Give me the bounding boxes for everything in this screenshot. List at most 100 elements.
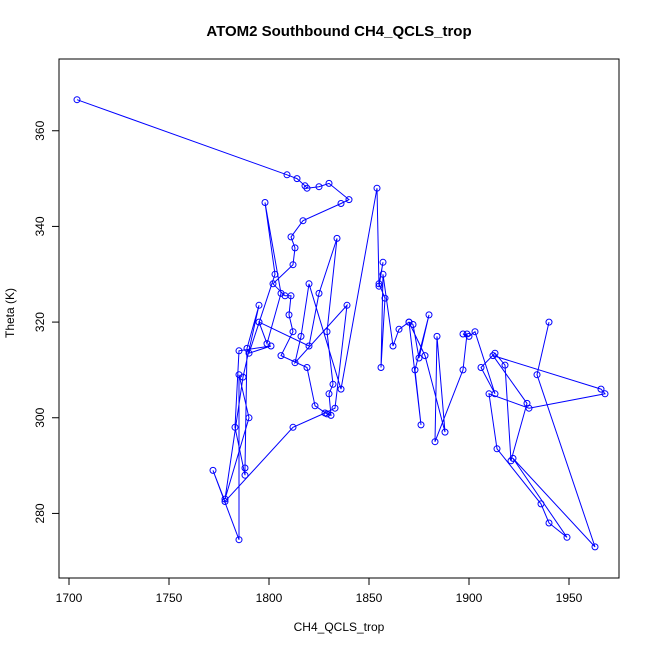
plot-area: 1700 1750 1800 1850 1900 1950 280 300 320 340 360 — [33, 58, 620, 605]
data-point — [545, 519, 553, 527]
plot-frame — [58, 58, 620, 579]
data-point — [337, 200, 345, 207]
data-point — [333, 234, 341, 242]
data-point — [255, 318, 263, 326]
data-point — [303, 184, 311, 192]
data-point — [373, 184, 381, 192]
data-point — [315, 289, 323, 297]
data-point — [293, 175, 301, 183]
x-tick-label: 1700 — [56, 591, 83, 605]
data-point — [471, 328, 479, 336]
data-point — [255, 301, 263, 309]
x-tick-label: 1750 — [156, 591, 183, 605]
data-point — [597, 385, 605, 393]
data-point — [379, 270, 387, 278]
data-point — [235, 347, 243, 355]
data-point — [261, 199, 269, 206]
data-point — [489, 352, 497, 360]
data-point — [525, 404, 533, 412]
data-point — [209, 466, 217, 474]
data-point — [425, 311, 433, 319]
data-point — [431, 438, 439, 446]
data-point — [221, 498, 229, 505]
y-tick-label: 280 — [33, 503, 47, 523]
data-point — [315, 183, 323, 191]
data-point — [267, 342, 275, 350]
data-point — [377, 364, 385, 371]
data-point — [285, 311, 293, 319]
data-point — [537, 500, 545, 508]
data-point — [345, 196, 353, 204]
data-point — [421, 352, 429, 360]
data-point — [343, 301, 351, 309]
data-point — [323, 328, 331, 336]
series-line — [76, 99, 606, 548]
data-point — [411, 366, 419, 374]
data-point — [331, 404, 339, 412]
data-point — [459, 366, 467, 374]
data-point — [533, 371, 541, 379]
y-axis-label: Theta (K) — [3, 288, 17, 338]
data-point — [329, 380, 337, 388]
data-point — [221, 495, 229, 503]
data-point — [243, 344, 251, 352]
data-point — [563, 533, 571, 541]
data-point — [235, 536, 243, 544]
y-tick-label: 340 — [33, 216, 47, 236]
data-point — [465, 332, 473, 340]
data-point — [325, 390, 333, 398]
data-point — [379, 258, 387, 266]
data-point — [289, 423, 297, 431]
x-tick-label: 1850 — [356, 591, 383, 605]
y-tick-label: 360 — [33, 120, 47, 140]
data-point — [73, 96, 81, 104]
data-point — [287, 233, 295, 241]
data-point — [337, 385, 345, 393]
data-point — [299, 217, 307, 225]
data-point — [277, 289, 285, 297]
data-point — [501, 361, 509, 369]
data-point — [305, 280, 313, 288]
data-point — [287, 292, 295, 300]
data-point — [459, 330, 467, 338]
data-point — [545, 318, 553, 326]
data-point — [245, 414, 253, 422]
x-axis-label: CH4_QCLS_trop — [294, 620, 385, 634]
data-point — [389, 342, 397, 350]
data-point — [601, 390, 609, 398]
data-point — [291, 244, 299, 252]
x-tick-label: 1900 — [456, 591, 483, 605]
data-point — [241, 471, 249, 479]
data-point — [375, 282, 383, 290]
x-tick-label: 1950 — [556, 591, 583, 605]
data-point — [325, 179, 333, 187]
data-point — [305, 342, 313, 350]
data-point — [493, 445, 501, 453]
data-point — [485, 390, 493, 398]
data-point — [231, 423, 239, 431]
data-point — [405, 318, 413, 326]
data-point — [283, 171, 291, 179]
data-point — [395, 325, 403, 333]
data-point — [291, 359, 299, 367]
data-point — [477, 364, 485, 371]
data-point — [311, 402, 319, 410]
data-point — [289, 328, 297, 336]
data-point — [591, 543, 599, 551]
data-point — [441, 428, 449, 436]
data-point — [327, 411, 335, 419]
data-point — [375, 280, 383, 288]
data-point — [415, 354, 423, 362]
data-point — [235, 371, 243, 379]
data-point — [241, 464, 249, 472]
chart-title: ATOM2 Southbound CH4_QCLS_trop — [206, 23, 471, 40]
data-point — [269, 280, 277, 288]
data-point — [297, 332, 305, 340]
data-point — [321, 409, 329, 417]
data-point — [433, 332, 441, 340]
data-point — [417, 421, 425, 429]
y-tick-label: 300 — [33, 407, 47, 427]
data-point — [381, 294, 389, 302]
